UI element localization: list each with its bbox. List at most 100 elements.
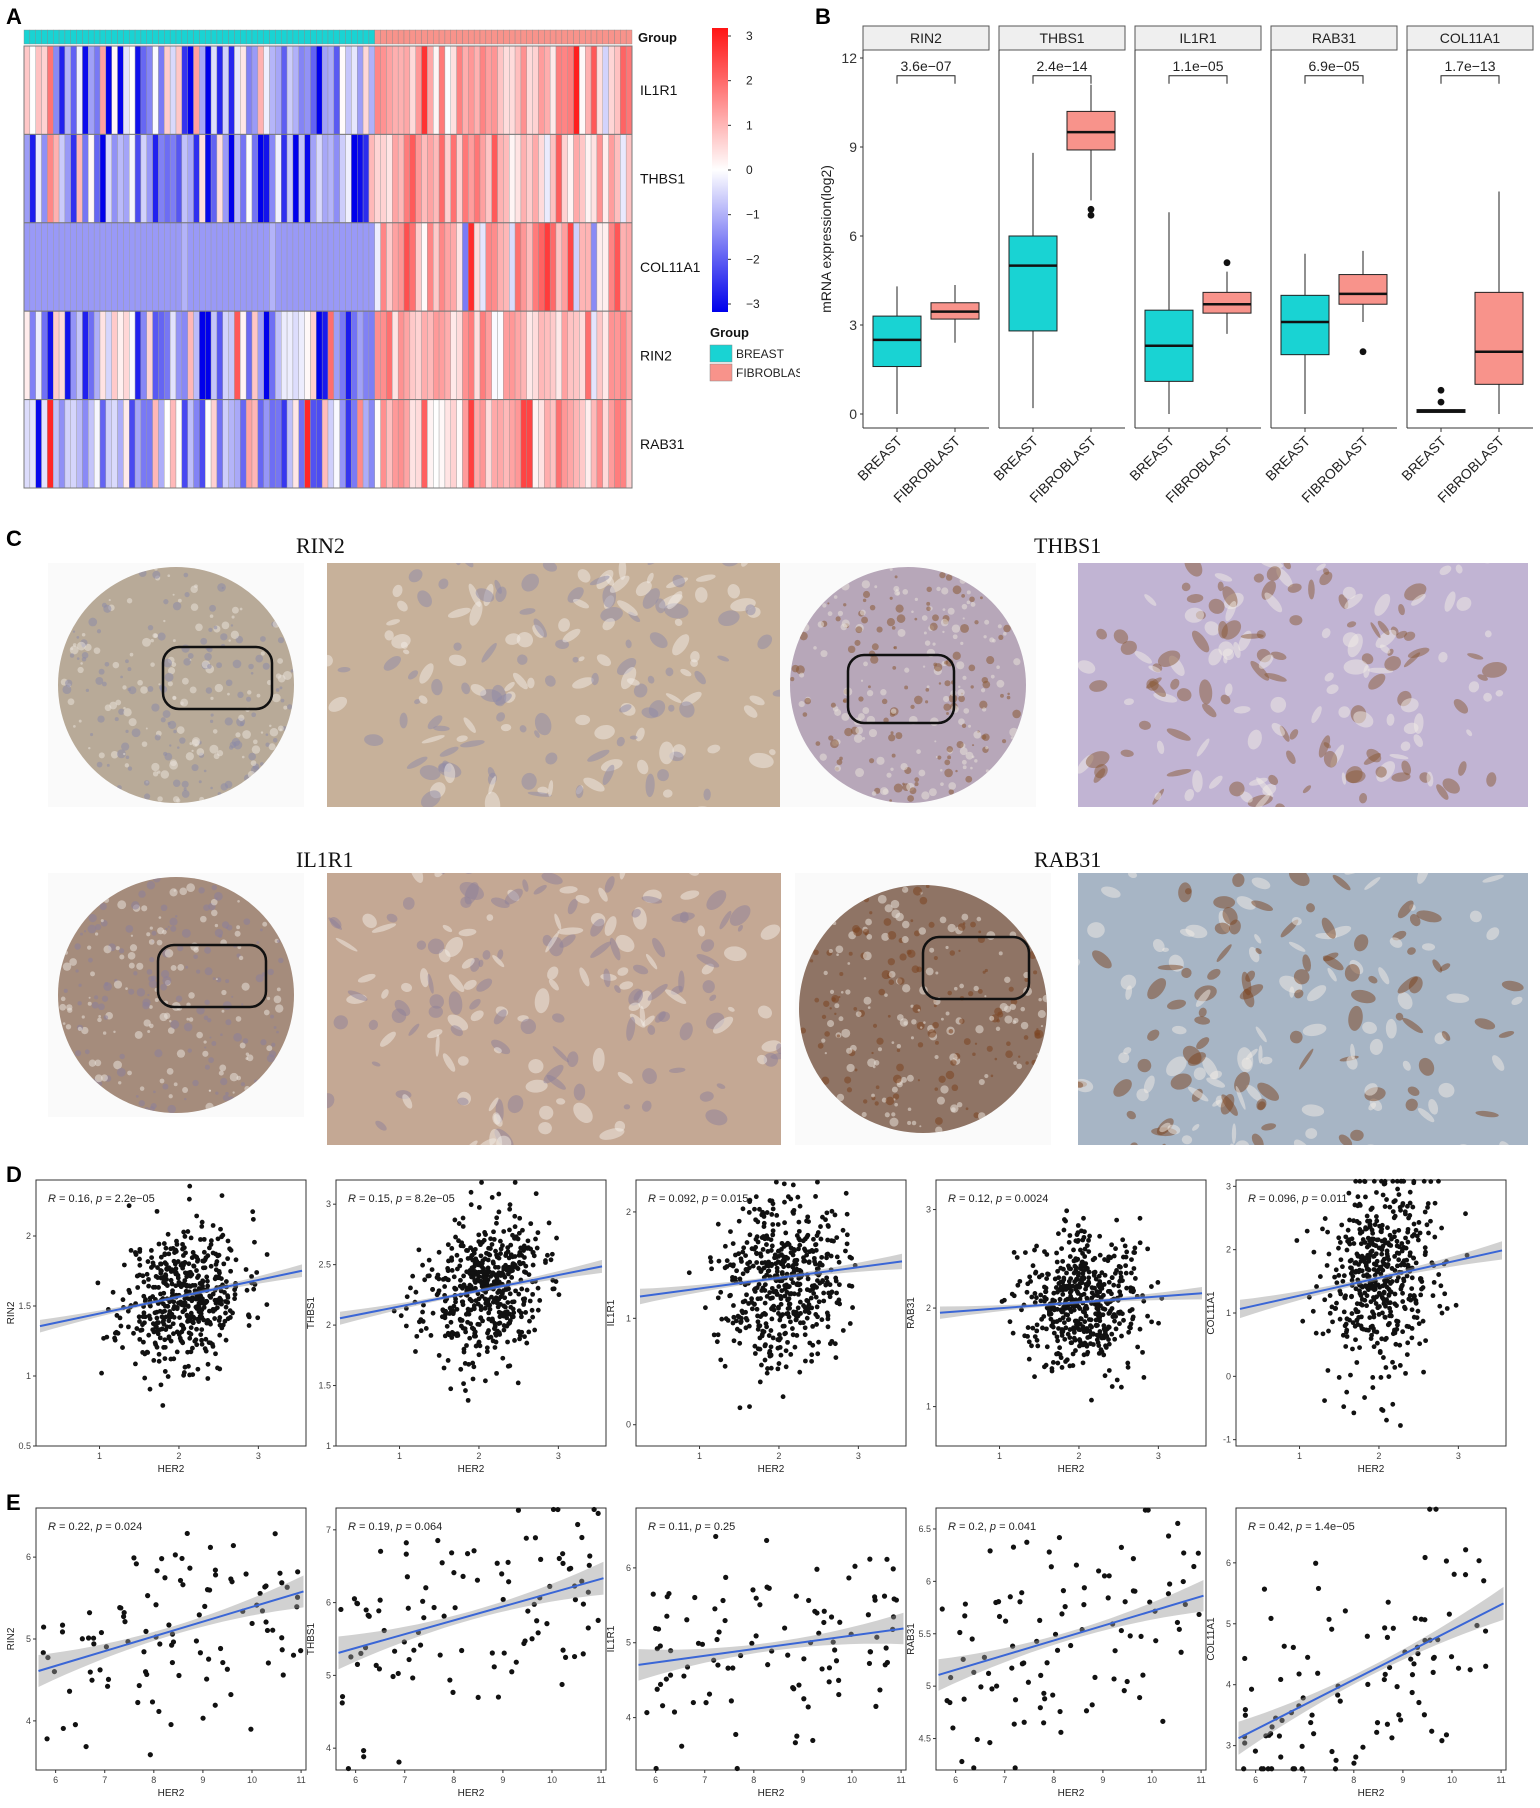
ihc-core-cell [216, 662, 223, 669]
scatter-point [1117, 1289, 1123, 1295]
ihc-core-cell [200, 915, 207, 923]
scatter-point [1130, 1316, 1136, 1322]
group-cell [117, 29, 124, 45]
heatmap-cell [491, 45, 498, 135]
ihc-zoom-cell [475, 588, 495, 603]
heatmap-cell [397, 45, 405, 135]
ihc-zoom-cell [1178, 882, 1192, 903]
heatmap-cell [327, 311, 335, 400]
heatmap-cell [427, 222, 434, 312]
heatmap-cell [281, 134, 288, 223]
scatter-point [1066, 1317, 1072, 1322]
scatter-point [1071, 1327, 1077, 1333]
heatmap-cell [263, 311, 270, 400]
ihc-zoom-cell [556, 1098, 566, 1105]
ihc-core-cell [872, 1023, 878, 1028]
ihc-core-cell [176, 1049, 186, 1058]
scatter-point [824, 1255, 829, 1261]
scatter-point [1067, 1290, 1073, 1295]
ihc-core-cell [125, 755, 130, 760]
group-cell [538, 29, 545, 45]
scatter-point [1065, 1312, 1071, 1318]
scatter-point [512, 1180, 518, 1185]
ihc-zoom-cell [1353, 711, 1374, 728]
scatter-point [470, 1257, 476, 1263]
ihc-zoom-cell [1293, 1139, 1313, 1145]
ihc-core-cell [189, 742, 193, 746]
ihc-core-cell [160, 983, 168, 991]
scatter-point [795, 1305, 801, 1311]
scatter-point [420, 1319, 426, 1324]
ihc-core-cell [179, 737, 186, 744]
group-cell [257, 29, 264, 45]
significance-bracket [1168, 75, 1228, 84]
scatter-point [249, 1274, 254, 1279]
scatter-point [1439, 1225, 1444, 1231]
heatmap-cell [105, 134, 112, 223]
scatter-point [471, 1364, 477, 1370]
scatter-point [781, 1244, 787, 1249]
scatter-point [165, 1303, 171, 1309]
scatter-point [167, 1324, 173, 1330]
heatmap-cell [310, 311, 317, 400]
ihc-core-cell [871, 643, 879, 651]
scatter-point [792, 1344, 798, 1350]
heatmap-cell [310, 45, 317, 135]
scatter-point [527, 1298, 533, 1304]
scatter-point [232, 1292, 238, 1297]
ihc-zoom-cell [1322, 525, 1340, 545]
scatter-point [225, 1293, 231, 1299]
ihc-zoom-cell [1391, 772, 1411, 782]
ihc-zoom-cell [1359, 792, 1368, 804]
scatter-point [1082, 1246, 1088, 1252]
scatter-point [452, 1217, 458, 1223]
ihc-zoom-cell [1456, 596, 1472, 611]
group-cell [169, 29, 177, 45]
ihc-zoom-cell [1344, 964, 1360, 982]
scatter-point [513, 1235, 518, 1241]
ihc-zoom-cell [1234, 1140, 1250, 1145]
ihc-zoom-cell [482, 950, 491, 960]
heatmap-cell [368, 222, 375, 312]
ihc-core-cell [887, 1014, 891, 1018]
ihc-zoom-cell [399, 712, 408, 729]
scatter-point [779, 1278, 785, 1284]
ihc-zoom-cell [545, 932, 559, 953]
ihc-zoom-cell [1458, 761, 1467, 776]
ihc-core-cell [276, 939, 281, 943]
scatter-point [468, 1202, 474, 1208]
scatter-point [1038, 1292, 1044, 1298]
ihc-core-cell [87, 1001, 92, 1006]
scatter-point [811, 1290, 817, 1296]
heatmap-cell [53, 399, 60, 489]
scatter-point [497, 1238, 503, 1244]
heatmap-cell [158, 399, 165, 489]
scatter-point [200, 1265, 206, 1271]
heatmap-cell [234, 222, 241, 312]
ihc-core-cell [211, 1041, 217, 1047]
ihc-core-cell [973, 730, 982, 739]
scatter-point [200, 1258, 206, 1264]
heatmap-cell [380, 134, 387, 223]
scatter-point [441, 1365, 447, 1371]
scatter-y-label: IL1R1 [606, 1299, 617, 1326]
ihc-core-cell [136, 988, 146, 997]
heatmap-cell [35, 399, 42, 489]
ihc-zoom-cell [1432, 959, 1443, 973]
ihc-core-cell [1023, 1035, 1029, 1040]
ihc-core-cell [829, 989, 835, 994]
scatter-point [132, 1250, 138, 1255]
ihc-zoom-cell [1179, 928, 1195, 937]
scatter-point [150, 1321, 156, 1327]
scatter-point [796, 1219, 802, 1225]
scatter-point [1060, 1315, 1066, 1321]
ihc-zoom-cell [1389, 753, 1409, 760]
group-cell [409, 29, 416, 45]
scatter-point [515, 1380, 521, 1386]
ihc-core-cell [922, 665, 926, 668]
ihc-zoom-cell [1261, 1123, 1277, 1131]
heatmap-cell [129, 399, 136, 489]
scatter-point [1033, 1270, 1038, 1276]
group-cell [82, 29, 89, 45]
ihc-core-cell [220, 1077, 228, 1086]
